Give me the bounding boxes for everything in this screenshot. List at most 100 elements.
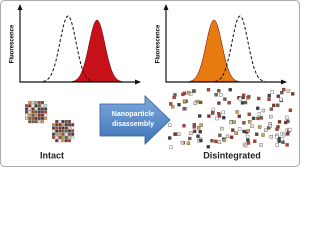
free-unit: [288, 127, 292, 132]
particle-unit: [61, 129, 65, 133]
free-unit: [269, 107, 274, 111]
particle-unit: [58, 126, 62, 130]
free-unit: [279, 97, 283, 102]
free-unit: [267, 93, 271, 98]
free-unit: [215, 116, 219, 121]
particle-unit: [58, 120, 62, 123]
particle-unit: [64, 136, 68, 139]
particle-unit: [52, 136, 55, 139]
particle-unit: [37, 113, 41, 117]
axes: [165, 6, 286, 83]
free-unit: [253, 139, 257, 144]
particle-unit: [28, 117, 32, 120]
particle-unit: [41, 113, 44, 117]
particle-unit: [37, 117, 41, 120]
free-unit: [238, 97, 243, 101]
particle-unit: [68, 129, 71, 133]
particles: [25, 87, 295, 149]
free-unit: [243, 100, 248, 105]
particle-unit: [28, 101, 32, 104]
particle-unit: [68, 123, 71, 127]
free-unit: [198, 100, 203, 105]
free-unit: [210, 138, 214, 143]
particle-unit: [41, 104, 44, 108]
free-unit: [199, 138, 203, 143]
free-unit: [167, 123, 172, 128]
free-unit: [169, 102, 173, 106]
particle-unit: [52, 123, 55, 127]
particle-unit: [68, 120, 71, 123]
particle-unit: [55, 126, 59, 130]
free-unit: [246, 138, 250, 142]
particle-unit: [34, 113, 38, 117]
disintegrated-label: Disintegrated: [203, 150, 261, 160]
free-unit: [261, 133, 265, 137]
free-unit: [243, 143, 248, 148]
particle-unit: [44, 113, 48, 117]
free-unit: [286, 89, 291, 93]
arrow-label: Nanoparticle: [112, 111, 155, 118]
particle-unit: [37, 107, 41, 111]
particle-unit: [44, 104, 48, 108]
particle-unit: [55, 123, 59, 127]
free-unit: [269, 134, 273, 139]
particle-unit: [25, 110, 28, 114]
free-unit: [229, 120, 233, 125]
particle-unit: [28, 113, 32, 117]
particle-unit: [41, 107, 44, 111]
free-unit: [285, 115, 289, 120]
particle-unit: [61, 139, 65, 143]
free-unit: [227, 100, 231, 105]
particle-unit: [58, 132, 62, 136]
free-unit: [280, 137, 284, 142]
particle-unit: [68, 126, 71, 130]
particle-unit: [58, 139, 62, 143]
particle-unit: [68, 132, 71, 136]
particle-unit: [55, 132, 59, 136]
free-unit: [280, 90, 284, 95]
free-unit: [250, 124, 254, 128]
intact-label: Intact: [40, 150, 64, 160]
reference-peak: [214, 15, 266, 82]
particle-unit: [55, 136, 59, 139]
free-unit: [246, 141, 251, 145]
particle-unit: [55, 139, 59, 143]
free-unit: [186, 141, 191, 145]
free-unit: [237, 114, 241, 118]
particle-unit: [52, 126, 55, 130]
particle-unit: [25, 104, 28, 108]
plots: Fluorescence Fluorescence: [10, 4, 287, 85]
free-unit: [277, 120, 282, 124]
particle-unit: [41, 117, 44, 120]
free-unit: [281, 140, 285, 145]
arrow: [99, 95, 171, 145]
particle-unit: [28, 110, 32, 114]
particle-unit: [44, 110, 48, 114]
particle-unit: [41, 120, 44, 124]
free-unit: [195, 99, 199, 104]
figure: Fluorescence Fluorescence Nanoparticle di…: [0, 0, 300, 167]
free-unit: [272, 103, 276, 108]
free-unit: [218, 133, 222, 138]
particle-unit: [37, 110, 41, 114]
free-unit: [282, 87, 286, 92]
free-unit: [257, 112, 262, 116]
free-unit: [225, 134, 230, 139]
y-axis-label: Fluorescence: [10, 24, 16, 63]
particle-unit: [64, 139, 68, 143]
free-unit: [167, 136, 172, 140]
particle-unit: [34, 120, 38, 124]
free-unit: [214, 139, 218, 144]
free-unit: [197, 114, 202, 118]
free-unit: [217, 140, 222, 144]
free-unit: [237, 127, 242, 131]
arrow-label: disassembly: [112, 121, 154, 128]
particle-unit: [61, 132, 65, 136]
free-unit: [180, 140, 185, 145]
free-unit: [173, 132, 177, 136]
particle-unit: [31, 104, 35, 108]
particle-unit: [34, 110, 38, 114]
free-unit: [257, 96, 261, 101]
free-unit: [234, 131, 238, 135]
free-unit: [259, 116, 264, 120]
